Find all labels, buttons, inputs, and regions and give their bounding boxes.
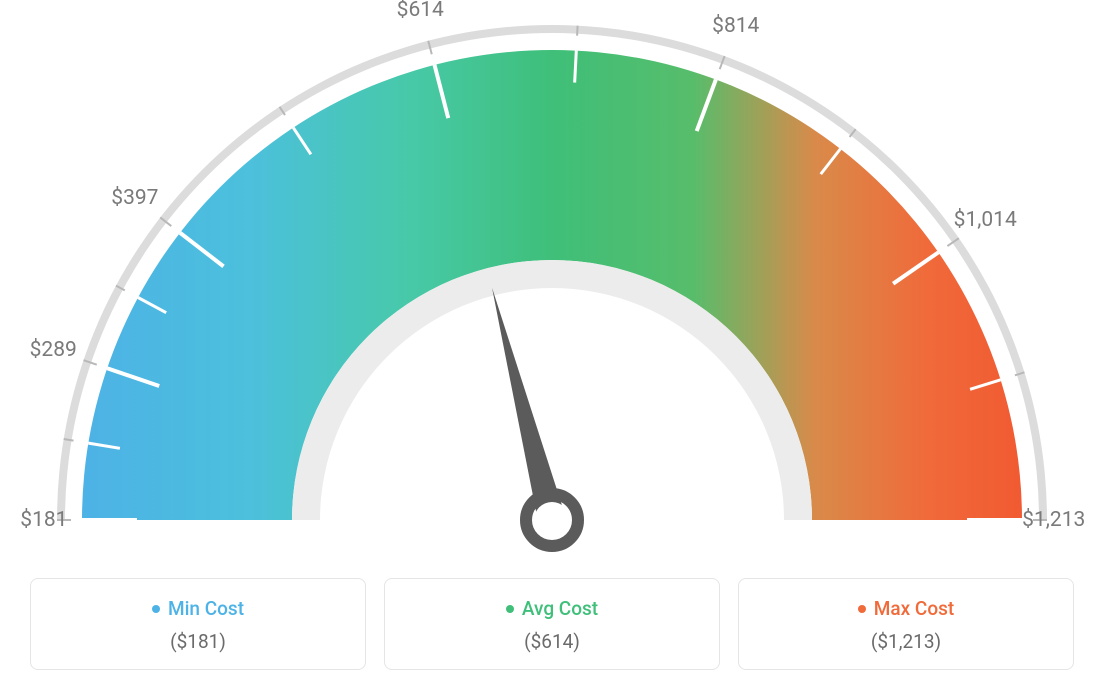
- legend-card-avg: Avg Cost ($614): [384, 578, 720, 670]
- gauge-tick-label: $289: [30, 338, 77, 362]
- legend-title-avg: Avg Cost: [522, 597, 598, 620]
- legend-title-row: Avg Cost: [395, 597, 709, 620]
- legend-value-max: ($1,213): [749, 630, 1063, 653]
- legend-value-avg: ($614): [395, 630, 709, 653]
- legend-title-min: Min Cost: [168, 597, 244, 620]
- gauge-area: $181 $289 $397 $614 $814 $1,014 $1,213: [0, 0, 1104, 560]
- legend-value-min: ($181): [41, 630, 355, 653]
- gauge-tick-label: $181: [20, 508, 67, 532]
- legend-dot-min: [152, 605, 160, 613]
- gauge-tick-label: $614: [397, 0, 444, 22]
- legend-row: Min Cost ($181) Avg Cost ($614) Max Cost…: [30, 578, 1074, 670]
- legend-dot-avg: [506, 605, 514, 613]
- legend-dot-max: [858, 605, 866, 613]
- gauge-tick-label: $1,213: [1022, 508, 1085, 532]
- legend-card-max: Max Cost ($1,213): [738, 578, 1074, 670]
- gauge-tick-label: $1,014: [954, 208, 1017, 232]
- gauge-svg: [0, 0, 1104, 560]
- legend-title-row: Max Cost: [749, 597, 1063, 620]
- gauge-tick-label: $814: [712, 14, 759, 38]
- legend-card-min: Min Cost ($181): [30, 578, 366, 670]
- gauge-tick-label: $397: [111, 186, 158, 210]
- legend-title-max: Max Cost: [874, 597, 954, 620]
- legend-title-row: Min Cost: [41, 597, 355, 620]
- chart-container: $181 $289 $397 $614 $814 $1,014 $1,213 Min Cos…: [0, 0, 1104, 690]
